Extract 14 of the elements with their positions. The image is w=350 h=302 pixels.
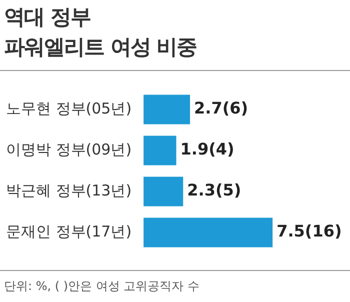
bar bbox=[144, 94, 190, 124]
data-label: 7.5(16) bbox=[276, 222, 342, 241]
data-label: 2.3(5) bbox=[187, 180, 242, 200]
bar bbox=[144, 176, 184, 206]
text: 단위: %, ( )안은 여성 고위공직자 수 bbox=[4, 278, 200, 295]
bar bbox=[144, 218, 273, 248]
data-label: 2.7(6) bbox=[194, 98, 248, 118]
y-tick-label: 노무현 정부(05년) bbox=[6, 99, 132, 118]
data-label: 1.9(4) bbox=[180, 140, 234, 159]
y-tick-label: 박근혜 정부(13년) bbox=[6, 181, 132, 200]
chart-title: 역대 정부 파워엘리트 여성 비중 bbox=[4, 4, 197, 61]
bar bbox=[144, 136, 176, 166]
y-tick-label: 이명박 정부(09년) bbox=[6, 140, 132, 158]
y-tick-label: 문재인 정부(17년) bbox=[6, 222, 132, 240]
